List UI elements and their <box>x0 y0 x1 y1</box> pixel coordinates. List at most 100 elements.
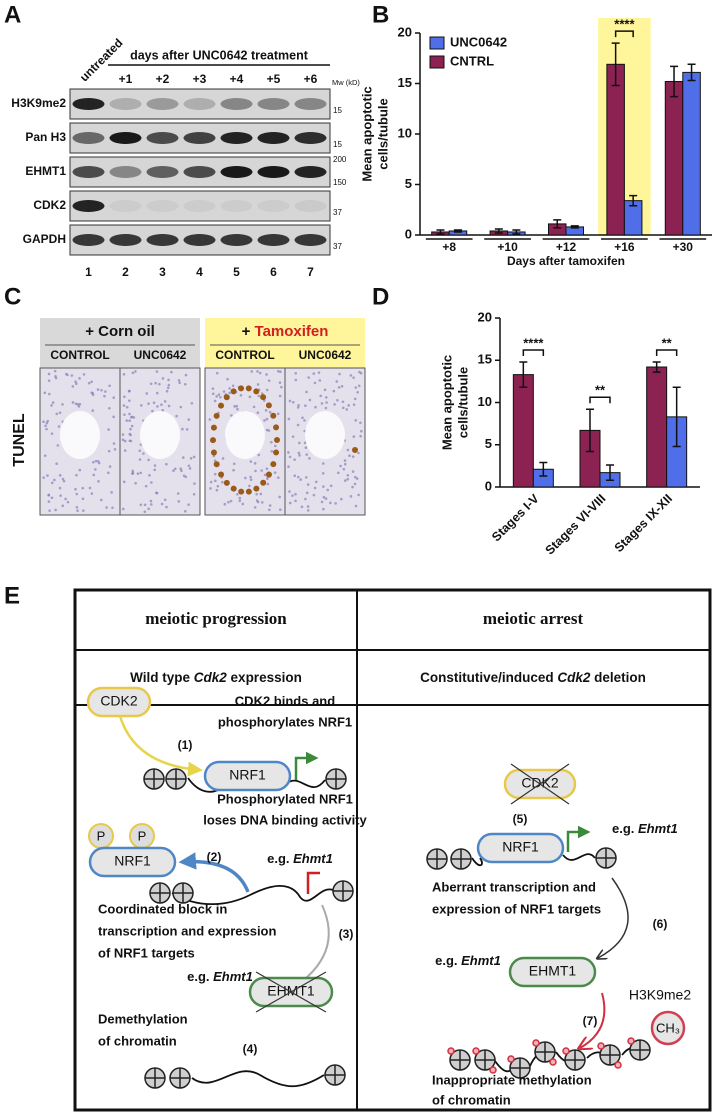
blot-band <box>183 200 216 212</box>
label: expression of NRF1 targets <box>432 901 601 916</box>
nucleosome-cross <box>333 881 353 901</box>
y-tick-label: 10 <box>398 125 412 140</box>
nucleus <box>352 376 355 379</box>
cdk2-node-label: CDK2 <box>100 693 138 709</box>
nucleus <box>81 486 85 490</box>
methyl-dot <box>627 1037 635 1045</box>
tunel-cell <box>253 388 260 395</box>
bar <box>606 63 625 236</box>
nucleus <box>57 425 61 428</box>
nucleus <box>320 402 324 405</box>
nucleus <box>96 388 100 391</box>
nucleus <box>53 478 56 482</box>
nucleus <box>276 412 280 416</box>
nucleus <box>160 502 164 506</box>
nucleus <box>249 460 253 463</box>
nucleus <box>343 459 347 462</box>
nucleus <box>266 482 270 486</box>
label: 37 <box>333 242 342 251</box>
nucleus <box>71 401 75 404</box>
nucleus <box>62 479 66 483</box>
blot-band <box>257 200 290 212</box>
nucleus <box>155 391 159 395</box>
nucleus <box>45 427 48 431</box>
nucleus <box>253 462 257 465</box>
nucleus <box>335 380 339 383</box>
nucleus <box>306 505 310 508</box>
nucleus <box>134 370 137 373</box>
methyl-dot <box>447 1047 455 1055</box>
nucleus <box>78 468 82 472</box>
arrow <box>118 715 203 777</box>
nucleus <box>230 414 233 417</box>
nucleus <box>128 439 132 443</box>
nucleus <box>294 499 297 503</box>
tunel-cell <box>218 402 225 409</box>
nucleus <box>340 497 343 501</box>
column-subheading: Constitutive/induced Cdk2 deletion <box>420 670 646 685</box>
nucleus <box>75 492 79 496</box>
arrow <box>580 992 606 1048</box>
label: +1 <box>119 72 133 86</box>
nucleus <box>301 416 304 420</box>
repression-mark <box>306 871 320 894</box>
nucleus <box>337 471 340 475</box>
nucleus <box>293 458 296 461</box>
nucleus <box>75 382 78 386</box>
nucleus <box>176 492 180 495</box>
panel-letter: A <box>4 1 21 28</box>
nucleosome-cross <box>173 883 193 903</box>
ehmt1-node <box>508 956 597 988</box>
nucleus <box>128 419 131 423</box>
text-part: e.g. <box>612 821 638 836</box>
nucleus <box>288 501 292 505</box>
label: 2 <box>122 265 129 279</box>
label: +4 <box>230 72 244 86</box>
tunel-cell <box>352 447 358 453</box>
legend-label: UNC0642 <box>450 34 507 49</box>
nucleus <box>139 471 143 475</box>
nucleus <box>177 500 181 503</box>
nucleus <box>167 378 170 382</box>
nucleus <box>121 433 125 436</box>
nucleus <box>296 406 300 409</box>
blot-band <box>257 166 290 178</box>
nucleus <box>257 394 261 398</box>
nucleus <box>43 391 47 395</box>
methyl-dot <box>532 1039 540 1047</box>
significance-bracket <box>589 396 611 404</box>
nucleus <box>256 370 259 373</box>
blot-band <box>146 200 179 212</box>
text-part: Ehmt1 <box>638 821 678 836</box>
label: Demethylation <box>98 1011 188 1026</box>
error-bar <box>436 229 445 235</box>
nucleosome-cross <box>166 769 186 789</box>
nucleus <box>74 380 77 383</box>
blot-band <box>72 200 105 212</box>
nucleus <box>140 404 143 407</box>
nucleus <box>123 395 126 399</box>
blot-band <box>146 166 179 178</box>
nucleus <box>192 455 196 459</box>
nucleus <box>357 451 360 455</box>
nucleus <box>75 473 78 477</box>
nucleus <box>167 404 171 408</box>
nucleus <box>187 464 191 468</box>
nucleus <box>211 392 215 396</box>
nucleus <box>231 384 235 388</box>
text-part: + <box>242 323 255 340</box>
nucleus <box>183 382 187 386</box>
nucleus <box>47 372 51 376</box>
nucleus <box>122 404 126 407</box>
nucleus <box>175 414 178 418</box>
nrf1-node-label: NRF1 <box>502 839 539 855</box>
error-bar <box>606 464 614 481</box>
nucleus <box>125 419 129 422</box>
nucleus <box>321 462 325 465</box>
nucleus <box>303 441 307 445</box>
tunel-cell <box>260 479 267 486</box>
nucleus <box>94 459 98 463</box>
nrf1-node-label: NRF1 <box>229 767 266 783</box>
text-part: e.g. <box>267 851 293 866</box>
nrf1-node <box>88 846 177 878</box>
